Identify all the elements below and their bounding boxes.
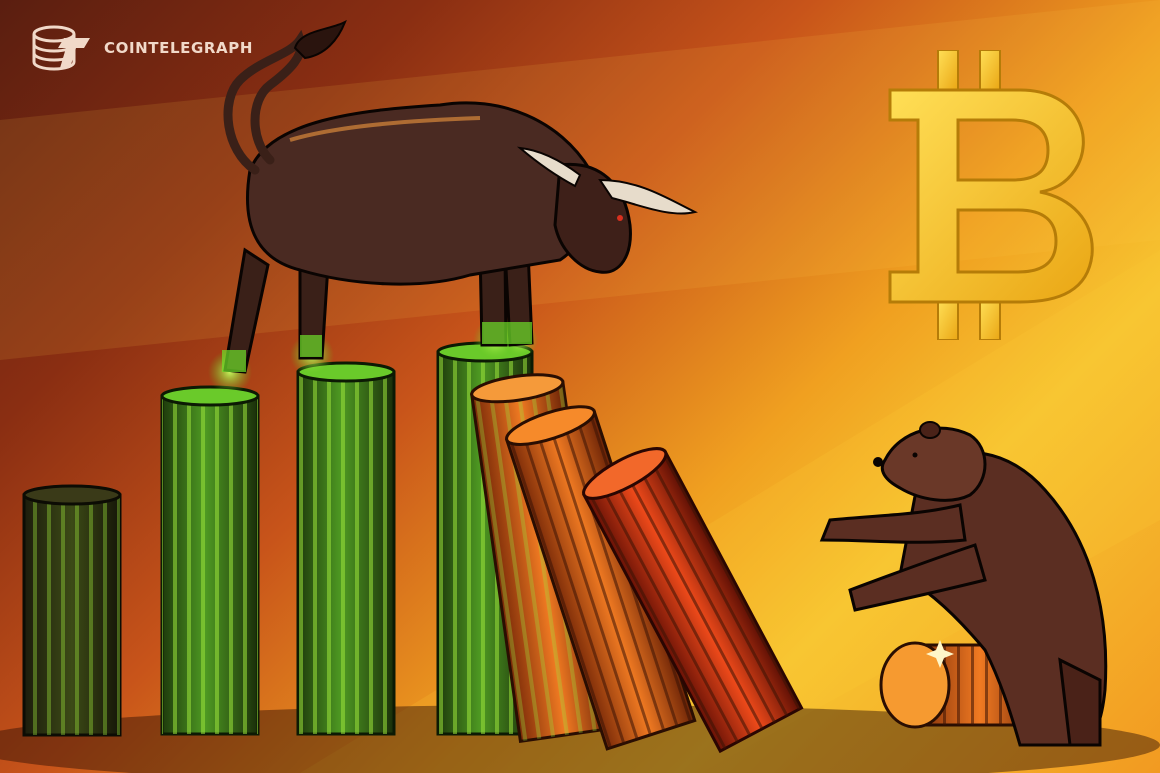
bear-figure-icon (819, 421, 1108, 747)
pillar-dark-short (22, 484, 122, 737)
pillar-green-1 (160, 385, 260, 736)
ground-shadow (0, 705, 1160, 773)
cointelegraph-logo-icon (32, 25, 90, 71)
pillar-tilted-3 (582, 447, 804, 754)
brand-name: COINTELEGRAPH (104, 39, 253, 57)
brand-header: COINTELEGRAPH (30, 22, 253, 74)
sparkle-icon (926, 640, 954, 668)
bull-figure-icon (208, 19, 698, 394)
pillar-green-2 (296, 361, 396, 736)
bitcoin-symbol-icon (888, 50, 1094, 340)
